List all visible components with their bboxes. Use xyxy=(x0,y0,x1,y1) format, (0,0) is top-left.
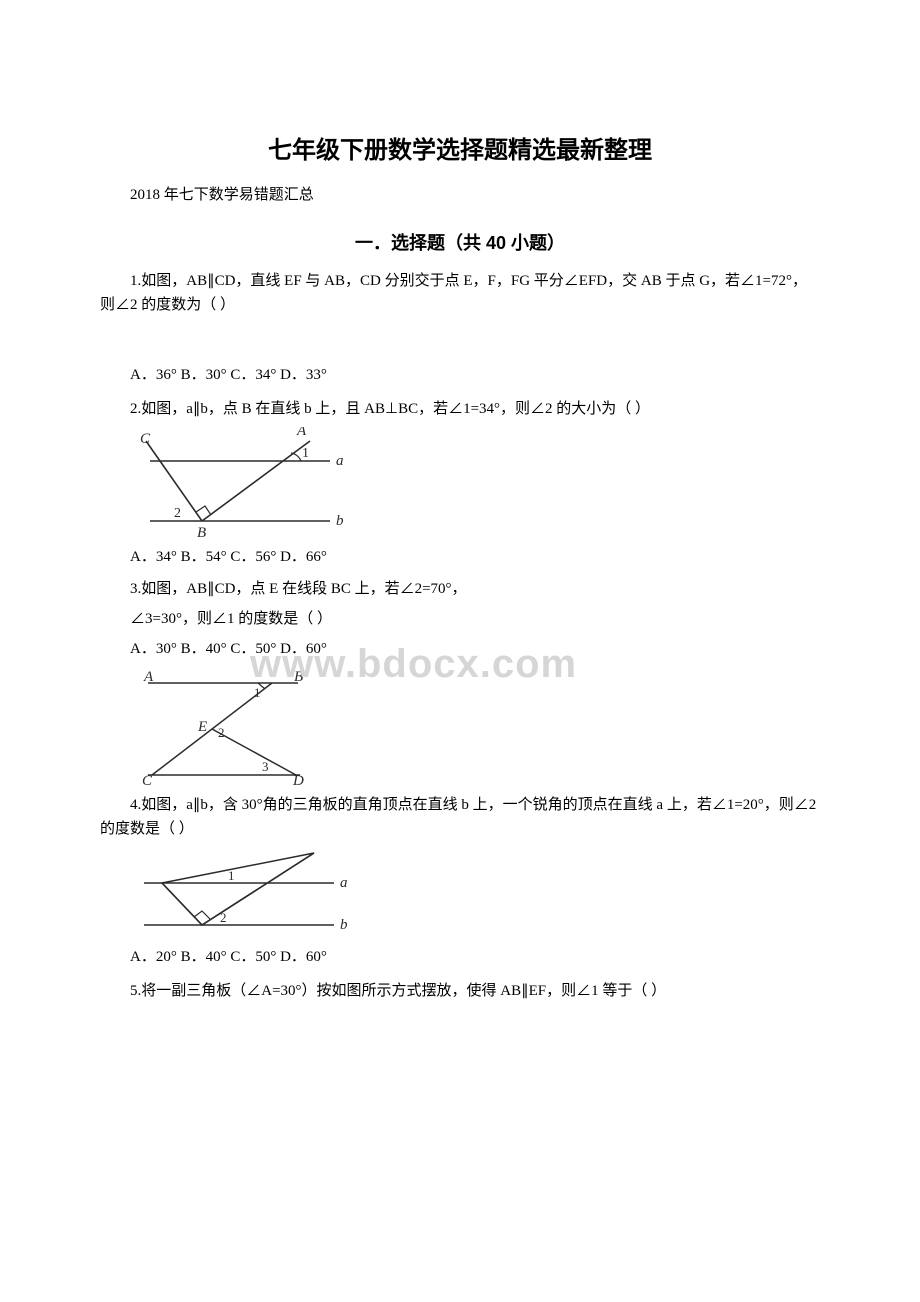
q2-label-a: a xyxy=(336,453,344,469)
q3-figure: A B C D E 1 2 3 xyxy=(138,667,336,787)
q1-options: A．36° B．30° C．34° D．33° xyxy=(100,363,820,387)
q4-triangle xyxy=(162,853,314,925)
q2-stem: 2.如图，a∥b，点 B 在直线 b 上，且 AB⊥BC，若∠1=34°，则∠2… xyxy=(100,397,820,421)
q3-label-D: D xyxy=(292,773,304,787)
q5-stem: 5.将一副三角板（∠A=30°）按如图所示方式摆放，使得 AB∥EF，则∠1 等… xyxy=(100,979,820,1003)
q4-figure: a b 1 2 xyxy=(138,847,362,939)
q3-stem-2: ∠3=30°，则∠1 的度数是（ ） xyxy=(100,607,820,631)
q3-label-B: B xyxy=(294,669,303,685)
q4-options: A．20° B．40° C．50° D．60° xyxy=(100,945,820,969)
q2-options: A．34° B．54° C．56° D．66° xyxy=(100,545,820,569)
q2-figure: A C B a b 1 2 xyxy=(138,427,352,539)
q2-label-A: A xyxy=(296,427,307,439)
q3-options: A．30° B．40° C．50° D．60° xyxy=(100,637,820,661)
q4-stem: 4.如图，a∥b，含 30°角的三角板的直角顶点在直线 b 上，一个锐角的顶点在… xyxy=(100,793,820,841)
q2-label-C: C xyxy=(140,431,151,447)
q3-label-3: 3 xyxy=(262,759,269,774)
page-title: 七年级下册数学选择题精选最新整理 xyxy=(100,130,820,165)
q4-label-b: b xyxy=(340,917,348,933)
q3-stem-1: 3.如图，AB∥CD，点 E 在线段 BC 上，若∠2=70°， xyxy=(100,577,820,601)
q2-label-2: 2 xyxy=(174,506,181,521)
intro-line: 2018 年七下数学易错题汇总 xyxy=(100,183,820,207)
q2-right-angle-icon xyxy=(196,506,211,515)
q3-label-A: A xyxy=(143,669,154,685)
q4-right-angle-icon xyxy=(194,911,210,919)
q3-label-E: E xyxy=(197,719,207,735)
q2-label-B: B xyxy=(197,525,206,539)
q2-line-ba xyxy=(202,441,310,521)
q4-label-a: a xyxy=(340,875,348,891)
q3-label-C: C xyxy=(142,773,153,787)
q3-label-1: 1 xyxy=(254,685,261,700)
q1-stem: 1.如图，AB∥CD，直线 EF 与 AB，CD 分别交于点 E，F，FG 平分… xyxy=(100,269,820,317)
q1-figure-gap xyxy=(100,317,820,363)
q4-label-1: 1 xyxy=(228,868,235,883)
q3-label-2: 2 xyxy=(218,725,225,740)
q4-tri-side1 xyxy=(162,883,202,925)
q4-label-2: 2 xyxy=(220,910,227,925)
q2-label-1: 1 xyxy=(302,446,309,461)
q3-line-ed xyxy=(212,729,296,775)
q2-label-b: b xyxy=(336,513,344,529)
section-subtitle: 一．选择题（共 40 小题） xyxy=(100,229,820,255)
